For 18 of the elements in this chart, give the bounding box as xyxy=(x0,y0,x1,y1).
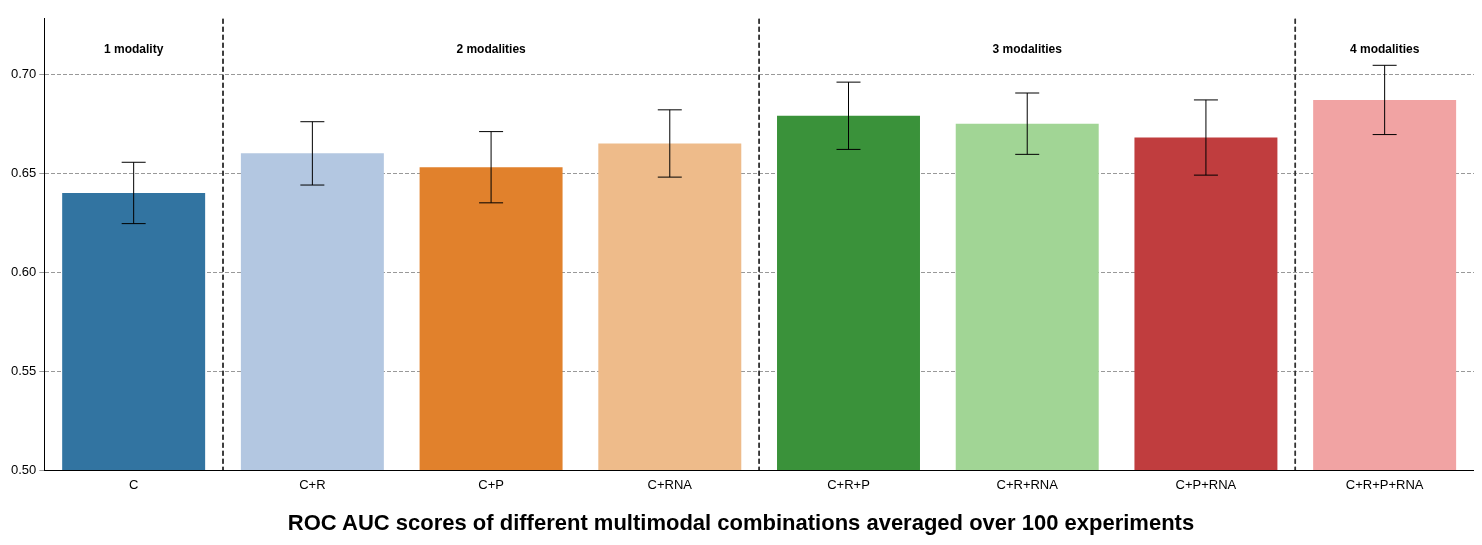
y-tick-label: 0.70 xyxy=(10,65,37,81)
x-tick-label: C+R+RNA xyxy=(996,477,1059,493)
y-tick-label: 0.60 xyxy=(10,263,37,279)
x-tick-label: C+P+RNA xyxy=(1175,477,1237,493)
x-tick-label: C xyxy=(128,477,139,493)
x-tick-label: C+R+P+RNA xyxy=(1345,477,1424,493)
y-tick-label: 0.65 xyxy=(10,164,37,180)
x-tick-label: C+P xyxy=(478,477,504,493)
x-tick-label: C+R xyxy=(299,477,326,493)
y-tick-label: 0.50 xyxy=(10,461,37,477)
annotation: 1 modality xyxy=(103,42,164,57)
text: ROC AUC scores of different multimodal combinations averaged over 100 experiments xyxy=(287,509,1195,535)
annotation: 4 modalities xyxy=(1349,42,1420,57)
annotation: 3 modalities xyxy=(992,42,1063,57)
y-tick-label: 0.55 xyxy=(10,362,37,378)
x-tick-label: C+RNA xyxy=(647,477,693,493)
x-tick-label: C+R+P xyxy=(827,477,870,493)
annotation: 2 modalities xyxy=(456,42,527,57)
